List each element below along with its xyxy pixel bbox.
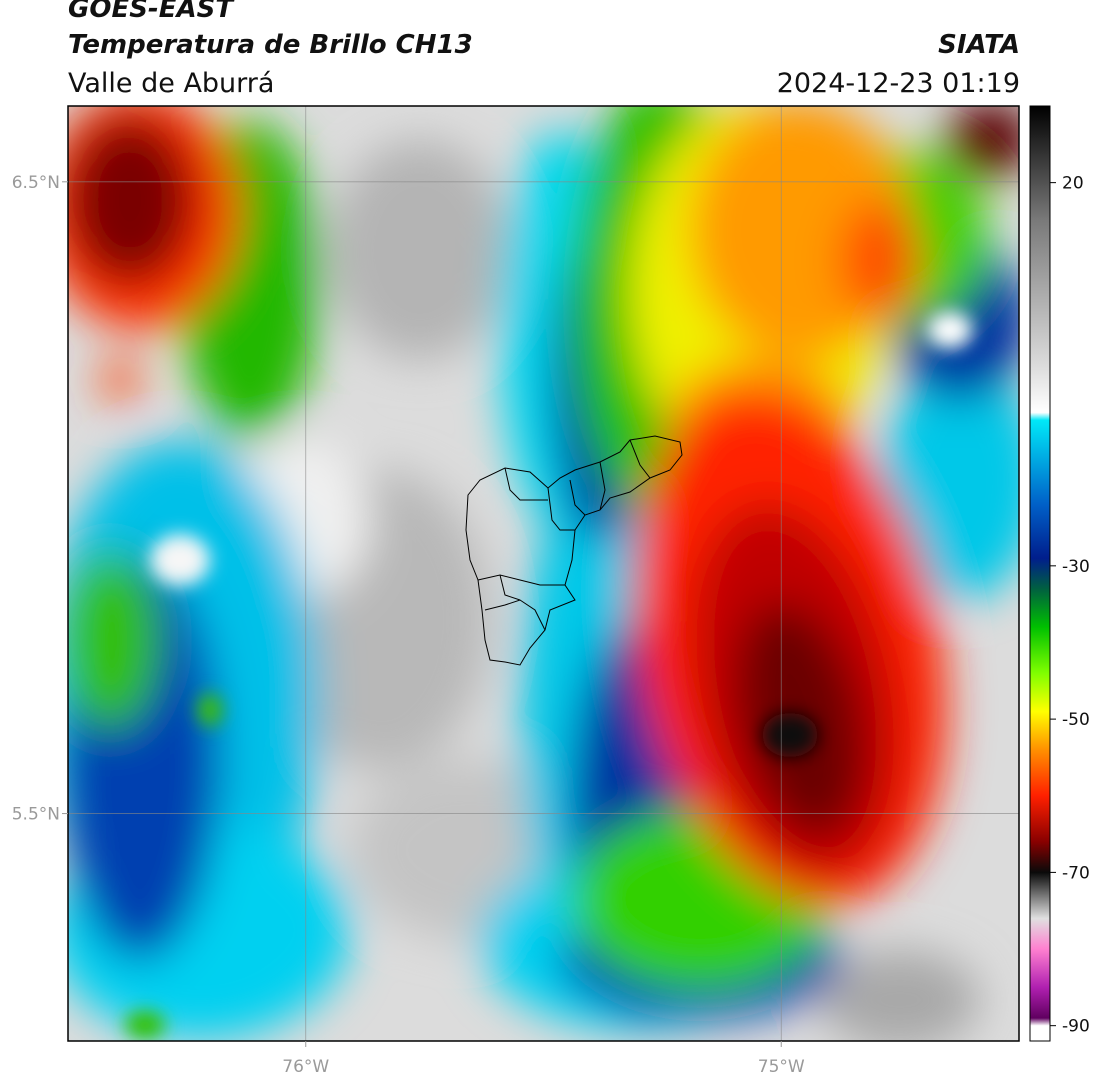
region-label: Valle de Aburrá (68, 68, 275, 99)
colorbar-tick-label: -30 (1062, 557, 1090, 577)
colorbar-tick-label: -50 (1062, 710, 1090, 730)
graticule (68, 106, 1019, 1041)
lat-tick-label: 5.5°N (12, 805, 60, 825)
lon-tick-label: 75°W (758, 1057, 805, 1077)
lon-tick-label: 76°W (282, 1057, 329, 1077)
colorbar-tick-label: 20 (1062, 174, 1084, 194)
timestamp-label: 2024-12-23 01:19 (776, 68, 1020, 99)
product-title: Temperatura de Brillo CH13 (68, 30, 473, 60)
colorbar-tick-label: -70 (1062, 863, 1090, 883)
axis-labels: 76°W 75°W 6.5°N 5.5°N (12, 173, 805, 1077)
lat-tick-label: 6.5°N (12, 173, 60, 193)
colorbar-tick-label: -90 (1062, 1017, 1090, 1037)
satellite-title: GOES-EAST (68, 0, 234, 24)
colorbar-ticks: 20 -30 -50 -70 -90 (1050, 174, 1090, 1037)
colorbar (1029, 105, 1051, 1042)
municipal-boundaries (465, 435, 683, 666)
temperature-field (68, 106, 1019, 1041)
agency-label: SIATA (938, 30, 1020, 60)
map-frame (67, 105, 1020, 1042)
